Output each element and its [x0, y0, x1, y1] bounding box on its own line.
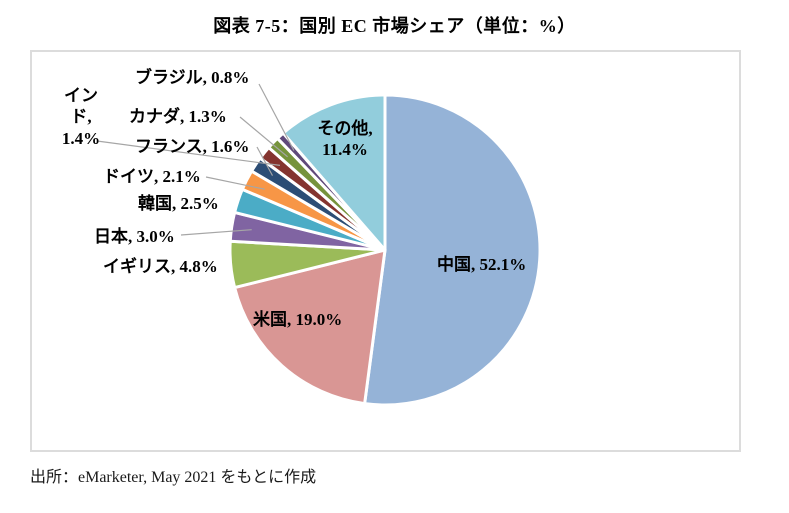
leader-line-india [96, 140, 281, 166]
slice-label-germany: ドイツ, 2.1% [103, 167, 201, 186]
slice-label-other: その他, 11.4% [317, 119, 373, 160]
pie-slice-us [233, 248, 387, 406]
pie-slice-china [363, 93, 542, 407]
slice-label-japan: 日本, 3.0% [94, 227, 175, 246]
slice-label-us: 米国, 19.0% [253, 310, 343, 329]
source-note: 出所：eMarketer, May 2021 をもとに作成 [30, 469, 317, 486]
leader-line-canada [239, 116, 288, 158]
slice-label-canada: カナダ, 1.3% [129, 107, 227, 126]
slice-label-brazil: ブラジル, 0.8% [135, 68, 250, 87]
chart-frame: イン ド, 1.4% ブラジル, 0.8% カナダ, 1.3% フランス, 1.… [30, 50, 741, 452]
slice-label-korea: 韓国, 2.5% [138, 194, 219, 213]
leader-line-france [256, 146, 274, 176]
pie-slice-other [281, 93, 387, 252]
slice-label-uk: イギリス, 4.8% [103, 257, 218, 276]
slice-label-france: フランス, 1.6% [135, 137, 250, 156]
leader-line-japan [180, 229, 252, 236]
leader-line-brazil [258, 83, 295, 151]
chart-title: 図表 7-5：国別 EC 市場シェア（単位：%） [213, 16, 576, 36]
slice-label-india: イン ド, 1.4% [61, 86, 101, 148]
slice-label-china: 中国, 52.1% [437, 255, 527, 274]
leader-line-germany [205, 176, 265, 190]
pie-chart [96, 83, 542, 407]
